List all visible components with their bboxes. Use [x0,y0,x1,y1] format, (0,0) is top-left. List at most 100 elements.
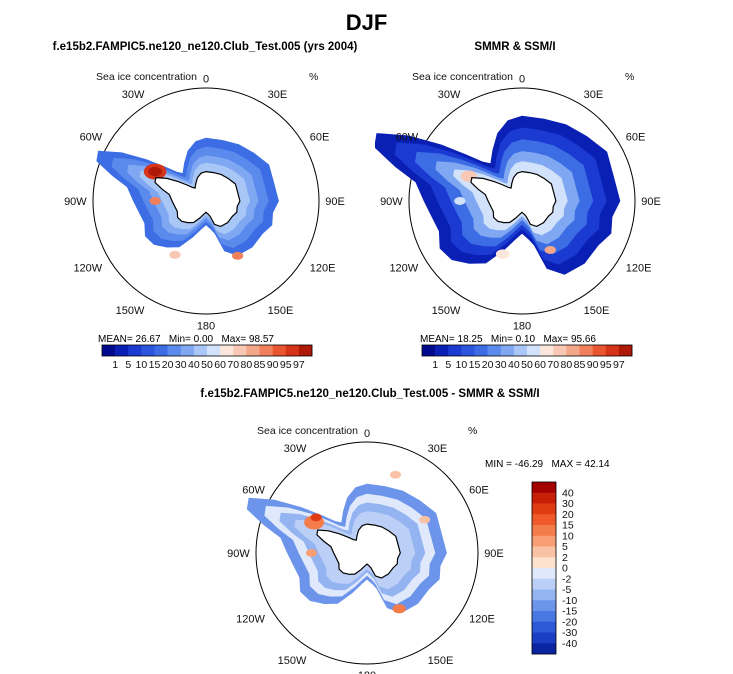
colorbar-label: 10 [562,530,574,542]
colorbar-label: 95 [280,359,292,371]
colorbar-swatch [246,345,260,356]
lon-label: 180 [513,320,531,330]
colorbar-swatch [532,482,556,494]
colorbar-swatch [532,621,556,633]
colorbar-swatch [167,345,182,356]
colorbar-label: 97 [613,359,625,371]
panel-1-map: Sea ice concentration % 0 30E 60E 90E 120E 150E… [64,71,345,330]
colorbar-label: 70 [547,359,559,371]
colorbar-label: 80 [561,359,573,371]
colorbar-swatch [435,345,449,356]
lon-label: 90W [227,548,250,560]
min-label: Min= [490,334,513,345]
colorbar-swatch [259,345,273,356]
colorbar-label: -20 [562,616,577,628]
colorbar-swatch [532,492,556,504]
colorbar-label: -5 [562,584,571,596]
lon-label: 30E [268,89,288,101]
colorbar-label: 40 [188,359,200,371]
colorbar-swatch [422,345,436,356]
ice-anomaly [310,513,322,522]
lon-label: 90E [325,196,345,208]
ice-anomaly [305,549,318,557]
colorbar-swatch [180,345,195,356]
colorbar-label: 90 [587,359,599,371]
colorbar-swatch [487,345,502,356]
max-value: 42.14 [584,459,610,470]
colorbar-swatch [285,345,300,356]
lon-label: 150E [428,655,454,667]
min-label: MIN = [485,459,512,470]
colorbar-swatch [154,345,168,356]
panel-1-title: f.e15b2.FAMPIC5.ne120_ne120.Club_Test.00… [52,41,358,53]
ice-anomaly [544,245,556,254]
max-value: 98.57 [248,334,274,345]
colorbar-swatch [553,345,567,356]
colorbar-label: 30 [175,359,187,371]
lon-label: 120E [626,263,652,275]
colorbar-label: 20 [482,359,494,371]
lon-label: 60W [80,131,103,143]
lon-label: 120W [389,263,418,275]
colorbar-label: -40 [562,638,577,650]
colorbar-swatch [540,345,554,356]
max-label: Max= [543,334,569,345]
colorbar-swatch [618,345,633,356]
colorbar-swatch [592,345,607,356]
lon-label: 0 [364,428,370,440]
lon-label: 60W [396,131,419,143]
variable-label: Sea ice concentration [412,71,513,83]
colorbar-swatch [579,345,593,356]
lon-label: 90W [64,196,87,208]
colorbar-label: -30 [562,627,577,639]
antarctica-coastline [316,523,401,579]
ice-anomaly [169,250,181,259]
colorbar-swatch [532,632,556,644]
ice-anomaly [454,197,466,205]
lon-label: 180 [197,320,215,330]
colorbar-swatch [193,345,208,356]
colorbar-label: 80 [241,359,253,371]
mean-value: 26.67 [135,334,161,345]
lon-label: 150W [116,305,145,317]
lon-label: 60W [242,484,265,496]
max-label: MAX = [551,459,582,470]
colorbar-label: -10 [562,595,577,607]
lon-label: 90E [484,548,504,560]
lon-label: 60E [310,131,330,143]
colorbar-label: 15 [149,359,161,371]
panel-1-stats: MEAN= 26.67 Min= 0.00 Max= 98.57 [98,334,274,345]
colorbar-swatch [513,345,528,356]
colorbar-label: 90 [267,359,279,371]
panel-2-colorbar: 1 5 10 15 20 30 40 50 60 70 80 85 90 95 97 [421,344,633,371]
colorbar-label: 95 [600,359,612,371]
colorbar-swatch [115,345,129,356]
colorbar-label: 20 [562,509,574,521]
colorbar-swatch [532,643,556,655]
colorbar-swatch [207,345,221,356]
colorbar-swatch [532,568,556,580]
min-value: -46.29 [514,459,544,470]
mean-label: MEAN= [98,334,133,345]
lon-label: 30E [428,443,448,455]
panel-2-stats: MEAN= 18.25 Min= 0.10 Max= 95.66 [420,334,596,345]
colorbar-frame [421,344,633,357]
colorbar-label: 60 [534,359,546,371]
panel-3-stats: MIN = -46.29 MAX = 42.14 [485,459,610,470]
lon-label: 150W [278,655,307,667]
colorbar-swatch [532,525,556,537]
colorbar-swatch [532,611,556,623]
lon-label: 0 [519,74,525,86]
colorbar-label: 10 [456,359,468,371]
colorbar-swatch [532,546,556,558]
lon-label: 120E [469,614,495,626]
antarctica-coastline [154,170,241,228]
lon-label: 30W [284,443,307,455]
ice-anomaly [389,470,402,479]
colorbar-swatch [605,345,620,356]
colorbar-swatch [527,345,541,356]
lon-label: 30W [438,89,461,101]
colorbar-swatch [461,345,475,356]
colorbar-label: 40 [508,359,520,371]
